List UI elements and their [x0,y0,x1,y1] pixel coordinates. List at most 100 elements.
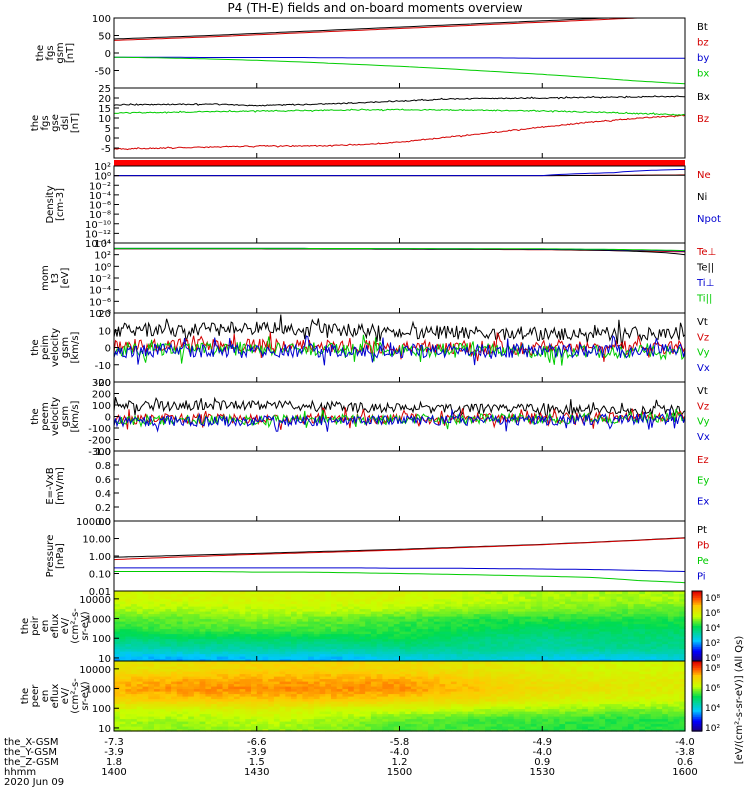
heatmap-cell [136,708,144,712]
heatmap-cell [245,633,252,637]
heatmap-cell [336,661,343,665]
heatmap-cell [182,721,189,725]
heatmap-cell [542,611,549,615]
heatmap-cell [679,601,686,605]
heatmap-cell [291,626,298,630]
heatmap-cell [211,613,218,617]
heatmap-cell [296,706,303,710]
heatmap-cell [599,651,606,655]
heatmap-cell [205,603,212,607]
heatmap-cell [262,688,269,692]
heatmap-cell [433,688,441,692]
heatmap-cell [319,671,326,675]
heatmap-cell [159,676,166,680]
heatmap-cell [479,653,486,657]
heatmap-cell [445,683,452,687]
heatmap-cell [233,711,241,715]
heatmap-cell [285,728,292,732]
heatmap-cell [599,646,606,650]
heatmap-cell [382,651,389,655]
heatmap-cell [188,633,195,637]
heatmap-cell [199,601,206,605]
heatmap-cell [530,603,538,607]
heatmap-cell [199,728,206,732]
heatmap-cell [211,656,218,660]
heatmap-cell [148,688,155,692]
heatmap-cell [485,681,492,685]
heatmap-cell [353,663,361,667]
heatmap-cell [239,693,246,697]
heatmap-cell [599,621,606,625]
heatmap-cell [667,628,675,632]
heatmap-cell [410,726,418,730]
heatmap-cell [313,721,321,725]
heatmap-cell [165,661,172,665]
heatmap-cell [422,591,429,595]
heatmap-cell [519,603,526,607]
heatmap-cell [285,633,292,637]
heatmap-cell [616,651,623,655]
heatmap-cell [428,716,435,720]
heatmap-cell [319,631,326,635]
heatmap-cell [171,691,178,695]
heatmap-cell [422,723,429,727]
heatmap-cell [627,596,635,600]
heatmap-cell [633,606,640,610]
heatmap-cell [490,711,498,715]
heatmap-cell [319,716,326,720]
heatmap-cell [285,686,292,690]
y-axis-label: gsm [60,337,71,358]
heatmap-cell [382,698,389,702]
heatmap-cell [639,631,646,635]
heatmap-cell [410,691,418,695]
heatmap-cell [399,671,406,675]
y-tick-label: 10.00 [82,535,111,546]
heatmap-cell [536,623,543,627]
heatmap-cell [576,646,583,650]
heatmap-cell [393,633,401,637]
heatmap-cell [268,651,275,655]
heatmap-cell [119,636,126,640]
heatmap-cell [673,618,680,622]
heatmap-cell [136,593,144,597]
heatmap-cell [627,606,635,610]
series-line-bz [113,114,686,151]
heatmap-cell [662,613,669,617]
heatmap-cell [479,646,486,650]
heatmap-cell [251,691,258,695]
heatmap-cell [622,608,629,612]
heatmap-cell [262,601,269,605]
heatmap-cell [251,656,258,660]
heatmap-cell [211,661,218,665]
y-tick-label: 10⁻¹⁰ [85,220,111,231]
heatmap-cell [268,703,275,707]
heatmap-cell [211,716,218,720]
heatmap-cell [114,638,121,642]
heatmap-cell [536,631,543,635]
heatmap-cell [251,696,258,700]
heatmap-cell [479,666,486,670]
heatmap-cell [193,668,201,672]
heatmap-cell [348,643,355,647]
heatmap-cell [502,646,509,650]
heatmap-cell [679,653,686,657]
heatmap-cell [302,633,309,637]
heatmap-cell [570,601,578,605]
heatmap-cell [513,641,520,645]
heatmap-cell [199,676,206,680]
heatmap-cell [245,676,252,680]
heatmap-cell [251,648,258,652]
heatmap-cell [308,638,315,642]
heatmap-cell [268,618,275,622]
heatmap-cell [233,701,241,705]
heatmap-cell [154,653,161,657]
heatmap-cell [176,646,184,650]
heatmap-cell [119,658,126,662]
heatmap-cell [125,648,132,652]
heatmap-cell [388,668,395,672]
heatmap-cell [490,658,498,662]
heatmap-cell [479,703,486,707]
heatmap-cell [114,653,121,657]
heatmap-cell [405,663,412,667]
heatmap-cell [154,668,161,672]
